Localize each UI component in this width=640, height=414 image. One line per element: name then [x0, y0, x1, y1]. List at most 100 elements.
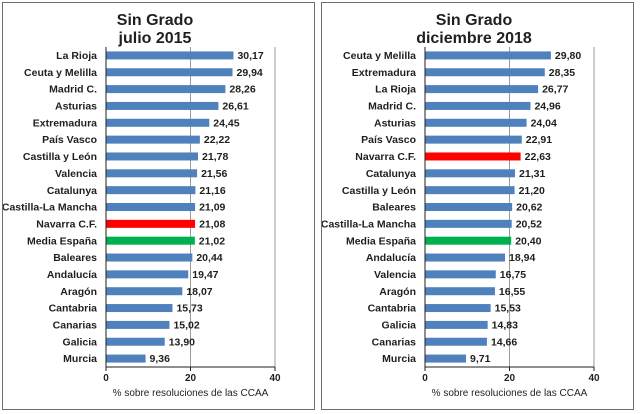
diciembre-2018-value-label-navarra-c-f: 22,63 — [525, 151, 551, 163]
diciembre-2018-category-label-galicia: Galicia — [382, 319, 417, 331]
diciembre-2018-value-label-asturias: 24,04 — [531, 117, 557, 129]
julio-2015-bar-pais-vasco — [106, 135, 200, 144]
diciembre-2018-category-label-murcia: Murcia — [382, 353, 416, 365]
julio-2015-category-label-media-espana: Media España — [27, 235, 97, 247]
julio-2015-category-label-madrid-c: Madrid C. — [49, 84, 97, 96]
diciembre-2018-category-label-media-espana: Media España — [346, 235, 416, 247]
diciembre-2018-bar-asturias — [425, 118, 527, 127]
julio-2015-bar-ceuta-y-melilla — [106, 68, 233, 77]
julio-2015-value-label-cantabria: 15,73 — [176, 303, 202, 315]
diciembre-2018-title-line-2: diciembre 2018 — [416, 30, 532, 47]
julio-2015-value-label-galicia: 13,90 — [169, 336, 195, 348]
diciembre-2018-bar-valencia — [425, 270, 496, 279]
julio-2015-category-label-castilla-y-leon: Castilla y León — [23, 151, 97, 163]
diciembre-2018-category-label-madrid-c: Madrid C. — [368, 101, 416, 113]
diciembre-2018-bar-castilla-y-leon — [425, 186, 515, 195]
julio-2015-value-label-media-espana: 21,02 — [199, 235, 225, 247]
julio-2015-bar-castilla-y-leon — [106, 152, 199, 161]
diciembre-2018-bar-navarra-c-f — [425, 152, 521, 161]
julio-2015-value-label-asturias: 26,61 — [222, 101, 248, 113]
diciembre-2018-x-axis-title: % sobre resoluciones de las CCAA — [432, 388, 588, 399]
diciembre-2018-value-label-catalunya: 21,31 — [519, 168, 545, 180]
julio-2015-category-label-castilla-la-mancha: Castilla-La Mancha — [3, 202, 97, 214]
julio-2015-bar-castilla-la-mancha — [106, 203, 196, 211]
julio-2015-bar-navarra-c-f — [106, 219, 196, 228]
julio-2015-bar-extremadura — [106, 118, 210, 127]
julio-2015-bar-andalucia — [106, 270, 189, 279]
diciembre-2018-bar-ceuta-y-melilla — [425, 51, 551, 60]
julio-2015-category-label-la-rioja: La Rioja — [56, 50, 97, 62]
diciembre-2018-bar-cantabria — [425, 304, 491, 313]
diciembre-2018-bar-extremadura — [425, 68, 545, 77]
julio-2015-value-label-navarra-c-f: 21,08 — [199, 218, 225, 230]
diciembre-2018-category-label-pais-vasco: País Vasco — [361, 134, 416, 146]
diciembre-2018-value-label-la-rioja: 26,77 — [542, 84, 568, 96]
diciembre-2018-category-label-catalunya: Catalunya — [366, 168, 416, 180]
julio-2015-category-label-baleares: Baleares — [53, 252, 97, 264]
diciembre-2018-value-label-canarias: 14,66 — [491, 336, 517, 348]
julio-2015-category-label-aragon: Aragón — [60, 286, 97, 298]
julio-2015-bar-murcia — [106, 354, 146, 363]
diciembre-2018-x-tick-label-0: 0 — [422, 373, 428, 384]
chart-panel-diciembre-2018: Sin Grado diciembre 2018 Ceuta y Melilla 29… — [321, 2, 634, 410]
julio-2015-bar-media-espana — [106, 236, 195, 245]
diciembre-2018-bar-madrid-c — [425, 101, 531, 110]
julio-2015-bar-valencia — [106, 169, 198, 178]
diciembre-2018-category-label-baleares: Baleares — [372, 202, 416, 214]
julio-2015-bar-catalunya — [106, 186, 196, 195]
diciembre-2018-bar-canarias — [425, 337, 487, 346]
julio-2015-value-label-andalucia: 19,47 — [192, 269, 218, 281]
diciembre-2018-category-label-andalucia: Andalucía — [366, 252, 416, 264]
julio-2015-category-label-asturias: Asturias — [55, 101, 97, 113]
diciembre-2018-value-label-murcia: 9,71 — [470, 353, 491, 365]
diciembre-2018-value-label-castilla-la-mancha: 20,52 — [516, 218, 542, 230]
julio-2015-value-label-extremadura: 24,45 — [213, 117, 239, 129]
julio-2015-bar-cantabria — [106, 304, 173, 313]
diciembre-2018-category-label-navarra-c-f: Navarra C.F. — [355, 151, 416, 163]
julio-2015-bar-galicia — [106, 337, 165, 346]
diciembre-2018-category-label-ceuta-y-melilla: Ceuta y Melilla — [343, 50, 416, 62]
julio-2015-value-label-baleares: 20,44 — [196, 252, 222, 264]
julio-2015-value-label-pais-vasco: 22,22 — [204, 134, 230, 146]
diciembre-2018-value-label-madrid-c: 24,96 — [534, 101, 560, 113]
julio-2015-value-label-catalunya: 21,16 — [199, 185, 225, 197]
diciembre-2018-bar-galicia — [425, 320, 488, 329]
julio-2015-x-axis-title: % sobre resoluciones de las CCAA — [113, 388, 269, 399]
diciembre-2018-bar-catalunya — [425, 169, 516, 178]
julio-2015-x-tick-label-1: 20 — [185, 373, 197, 384]
julio-2015-bar-baleares — [106, 253, 193, 262]
diciembre-2018-x-tick-label-1: 20 — [504, 373, 516, 384]
diciembre-2018-bar-baleares — [425, 203, 513, 211]
julio-2015-category-label-valencia: Valencia — [55, 168, 97, 180]
diciembre-2018-bar-aragon — [425, 287, 495, 296]
diciembre-2018-value-label-aragon: 16,55 — [499, 286, 525, 298]
diciembre-2018-category-label-castilla-y-leon: Castilla y León — [342, 185, 416, 197]
julio-2015-bar-la-rioja — [106, 51, 234, 60]
diciembre-2018-bar-castilla-la-mancha — [425, 219, 512, 228]
diciembre-2018-bar-andalucia — [425, 253, 506, 262]
julio-2015-category-label-galicia: Galicia — [63, 336, 98, 348]
julio-2015-x-tick-label-0: 0 — [103, 373, 109, 384]
julio-2015-category-label-catalunya: Catalunya — [47, 185, 97, 197]
julio-2015-category-label-navarra-c-f: Navarra C.F. — [36, 218, 97, 230]
diciembre-2018-bar-murcia — [425, 354, 467, 363]
diciembre-2018-value-label-cantabria: 15,53 — [495, 303, 521, 315]
diciembre-2018-category-label-castilla-la-mancha: Castilla-La Mancha — [322, 218, 416, 230]
diciembre-2018-category-label-aragon: Aragón — [379, 286, 416, 298]
diciembre-2018-value-label-pais-vasco: 22,91 — [526, 134, 552, 146]
julio-2015-bar-aragon — [106, 287, 183, 296]
julio-2015-category-label-ceuta-y-melilla: Ceuta y Melilla — [24, 67, 97, 79]
julio-2015-value-label-valencia: 21,56 — [201, 168, 227, 180]
julio-2015-value-label-la-rioja: 30,17 — [237, 50, 263, 62]
julio-2015-value-label-castilla-la-mancha: 21,09 — [199, 202, 225, 214]
diciembre-2018-x-tick-label-2: 40 — [588, 373, 600, 384]
diciembre-2018-bar-la-rioja — [425, 85, 539, 94]
diciembre-2018-value-label-baleares: 20,62 — [516, 202, 542, 214]
julio-2015-category-label-cantabria: Cantabria — [49, 303, 98, 315]
diciembre-2018-category-label-extremadura: Extremadura — [352, 67, 416, 79]
julio-2015-value-label-madrid-c: 28,26 — [229, 84, 255, 96]
julio-2015-value-label-murcia: 9,36 — [150, 353, 171, 365]
julio-2015-bar-asturias — [106, 101, 219, 110]
